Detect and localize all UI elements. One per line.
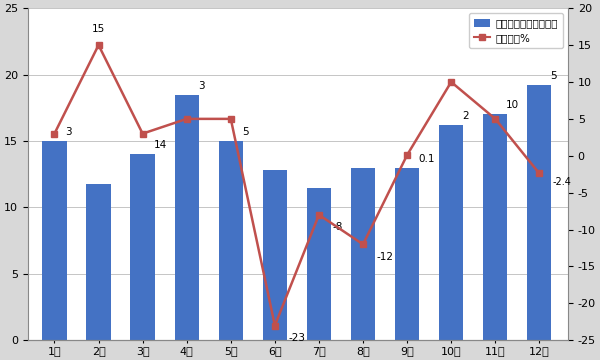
Text: 3: 3 (198, 81, 205, 90)
Text: 5: 5 (242, 127, 248, 137)
Bar (130, 154, 155, 340)
Text: 2: 2 (462, 111, 469, 121)
Text: -23: -23 (288, 333, 305, 343)
Bar (439, 125, 463, 340)
Text: 3: 3 (65, 127, 72, 137)
Text: -12: -12 (376, 252, 393, 262)
Legend: 轻卡销量销量（万辆）, 同比增幅%: 轻卡销量销量（万辆）, 同比增幅% (469, 13, 563, 48)
Bar (86, 184, 110, 340)
Bar (175, 95, 199, 340)
Text: 10: 10 (506, 100, 520, 111)
Bar (395, 168, 419, 340)
Bar (218, 141, 243, 340)
Text: 15: 15 (92, 24, 105, 34)
Text: -8: -8 (332, 222, 343, 232)
Text: 0.1: 0.1 (418, 154, 434, 163)
Text: 14: 14 (154, 140, 167, 150)
Text: 5: 5 (550, 71, 557, 81)
Bar (307, 188, 331, 340)
Text: -2.4: -2.4 (553, 177, 571, 187)
Bar (351, 168, 375, 340)
Bar (43, 141, 67, 340)
Bar (527, 85, 551, 340)
Bar (263, 170, 287, 340)
Bar (483, 114, 508, 340)
